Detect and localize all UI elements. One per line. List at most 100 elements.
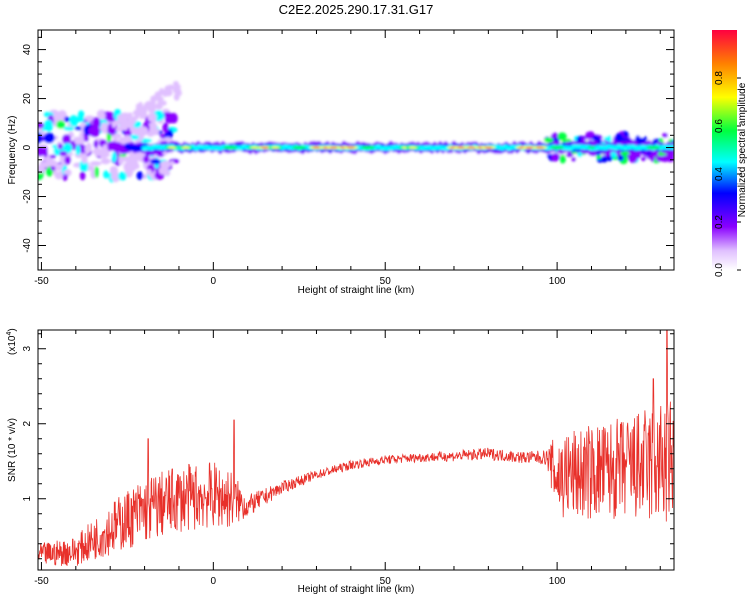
spectrogram-blob <box>111 123 117 128</box>
spectrogram-blob <box>364 146 373 149</box>
spectrogram-blob <box>135 105 143 113</box>
y-tick-label: 40 <box>22 44 33 56</box>
spectrogram-blob <box>136 171 144 180</box>
colorbar-tick-label: 0.8 <box>714 71 725 85</box>
spectrogram-blob <box>149 158 161 165</box>
spectrogram-blob <box>525 146 534 149</box>
spectrogram-blob <box>63 169 72 175</box>
spectrogram-blob <box>149 123 158 132</box>
spectrogram-blob <box>181 146 190 149</box>
y-tick-label: 1 <box>22 496 33 502</box>
spectrogram-blob <box>169 112 178 124</box>
spectrogram-blob <box>103 170 109 179</box>
spectrogram-blob <box>83 162 89 172</box>
spectrogram-panel: -50 0 50 100 -40 -20 0 20 40 Height of straight… <box>7 29 675 296</box>
spectrogram-blob <box>100 158 111 165</box>
spectrogram-blob <box>93 140 99 149</box>
snr-panel: -50 0 50 100 1 2 3 Height of straight line (k… <box>6 328 675 595</box>
spectrogram-blob <box>640 156 647 162</box>
spectrogram-blob <box>312 146 321 149</box>
snr-y-ticks: 1 2 3 <box>22 333 674 560</box>
spectrogram-blob <box>133 150 143 161</box>
spectrogram-y-ticks: -40 -20 0 20 40 <box>22 36 674 271</box>
y-tick-label: -40 <box>22 238 33 253</box>
snr-frame <box>37 329 675 571</box>
spectrogram-blob <box>112 134 119 144</box>
spectrogram-blob <box>607 155 613 162</box>
spectrogram-blob <box>617 155 624 162</box>
spectrogram-blob <box>103 152 110 157</box>
spectrogram-blob <box>57 143 64 150</box>
spectrogram-blob <box>69 132 75 138</box>
colorbar-tick-label: 0.6 <box>714 119 725 133</box>
spectrogram-blob <box>154 103 163 110</box>
y-tick-label: 3 <box>22 346 33 352</box>
spectrogram-blob <box>117 171 127 181</box>
chart-title: C2E2.2025.290.17.31.G17 <box>279 2 434 17</box>
spectrogram-blob <box>628 153 638 163</box>
spectrogram-blob <box>63 126 74 132</box>
spectrogram-blob <box>109 165 118 175</box>
spectrogram-blob <box>140 138 153 143</box>
spectrogram-blob <box>346 146 355 149</box>
spectrogram-blob <box>295 146 304 149</box>
spectrogram-blob <box>56 120 66 129</box>
spectrogram-blob <box>329 146 338 149</box>
spectrogram-blob <box>49 154 57 159</box>
spectrogram-blob <box>133 121 142 128</box>
spectrogram-blob <box>118 156 124 166</box>
colorbar-tick-label: 0.0 <box>714 263 725 277</box>
colorbar-label: Normalized spectral amplitude <box>737 82 748 217</box>
spectrogram-blob <box>620 151 630 156</box>
spectrogram-blob <box>141 174 148 179</box>
spectrogram-blob <box>615 132 624 143</box>
spectrogram-blob <box>559 154 566 164</box>
spectrogram-blob <box>557 132 567 141</box>
spectrogram-blob <box>94 145 100 158</box>
spectrogram-blob <box>600 155 608 163</box>
spectrogram-blob <box>595 155 602 160</box>
spectrogram-blob <box>150 95 157 103</box>
spectrogram-blob <box>660 155 670 163</box>
spectrogram-blob <box>74 138 86 145</box>
spectrogram-blob <box>55 166 63 171</box>
spectrogram-blob <box>591 135 600 141</box>
spectrogram-blob <box>161 100 167 106</box>
spectrogram-blob <box>173 93 180 101</box>
spectrogram-blob <box>43 132 55 144</box>
x-tick-label: -50 <box>34 576 49 587</box>
x-tick-label: 0 <box>211 276 217 287</box>
spectrogram-blob <box>156 96 164 102</box>
spectrogram-blob <box>408 146 417 149</box>
spectrogram-blob <box>174 84 181 89</box>
spectrogram-blob <box>643 136 648 141</box>
spectrogram-blob <box>585 132 590 140</box>
colorbar-tick-label: 0.2 <box>714 215 725 229</box>
spectrogram-blob <box>111 151 117 163</box>
spectrogram-blob <box>551 152 560 162</box>
spectrogram-blob <box>84 115 95 121</box>
spectrogram-blob <box>64 155 72 165</box>
x-tick-label: 50 <box>380 276 392 287</box>
spectrogram-y-label: Frequency (Hz) <box>7 116 18 185</box>
spectrogram-blob <box>62 143 73 154</box>
spectrogram-blob <box>535 146 544 149</box>
spectrogram-blob <box>77 110 85 120</box>
spectrogram-blob <box>168 146 177 149</box>
spectrogram-blob <box>260 146 269 149</box>
spectrogram-blob <box>145 103 152 110</box>
spectrogram-blob <box>226 146 235 149</box>
spectrogram-blob <box>649 146 658 149</box>
colorbar: 0.0 0.2 0.4 0.6 0.8 Normalized spectral ampl… <box>712 30 748 277</box>
spectrogram-blob <box>119 112 125 121</box>
spectrogram-blob <box>571 156 577 162</box>
spectrogram-blob <box>136 126 149 137</box>
spectrogram-blob <box>170 160 175 166</box>
spectrogram-blob <box>662 132 669 138</box>
spectrogram-blob <box>79 171 86 181</box>
spectrogram-blob <box>38 146 46 155</box>
spectrogram-blob <box>59 151 68 157</box>
spectrogram-blob <box>64 116 70 123</box>
y-tick-label: 0 <box>22 144 33 150</box>
spectrogram-blob <box>158 166 169 175</box>
